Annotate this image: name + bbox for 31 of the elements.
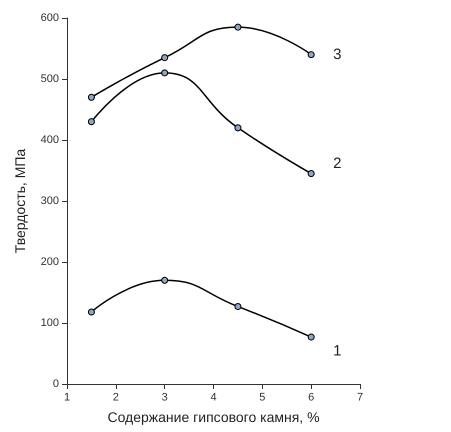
x-tick-label: 7 bbox=[356, 392, 364, 404]
point bbox=[234, 124, 242, 132]
series-label: 3 bbox=[333, 46, 342, 64]
x-tick-label: 5 bbox=[259, 392, 266, 404]
y-tick-label: 500 bbox=[40, 73, 59, 85]
series-label: 2 bbox=[333, 155, 342, 172]
y-tick-label: 300 bbox=[40, 195, 59, 207]
x-tick-label: 4 bbox=[210, 392, 217, 404]
y-tick-label: 0 bbox=[52, 378, 59, 390]
y-tick-label: 100 bbox=[40, 317, 59, 329]
point bbox=[308, 170, 315, 178]
point bbox=[88, 308, 95, 316]
point bbox=[88, 118, 95, 126]
x-tick-label: 6 bbox=[308, 392, 314, 404]
point bbox=[308, 334, 315, 341]
point bbox=[88, 94, 95, 101]
point bbox=[161, 69, 168, 76]
point bbox=[234, 24, 242, 31]
point bbox=[308, 51, 315, 58]
point bbox=[161, 54, 168, 62]
series-label: 1 bbox=[333, 342, 342, 360]
x-tick-label: 2 bbox=[112, 392, 119, 404]
y-axis-title: Твердость, МПа bbox=[12, 148, 28, 254]
point bbox=[161, 276, 168, 284]
x-axis-title: Содержание гипсового камня, % bbox=[107, 409, 320, 425]
x-tick-label: 3 bbox=[162, 392, 168, 404]
y-tick-label: 200 bbox=[40, 256, 59, 268]
point bbox=[234, 303, 242, 310]
y-tick-label: 600 bbox=[40, 12, 59, 24]
y-tick-label: 400 bbox=[40, 134, 59, 146]
x-tick-label: 1 bbox=[64, 392, 70, 404]
